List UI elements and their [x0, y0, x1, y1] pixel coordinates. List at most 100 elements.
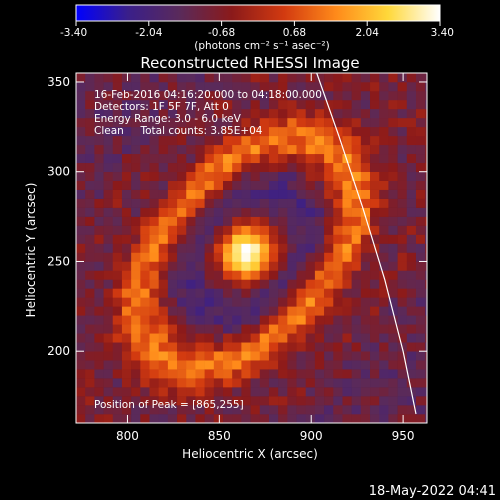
heatmap-cell [241, 171, 251, 181]
heatmap-cell [195, 378, 205, 388]
heatmap-cell [85, 414, 95, 423]
heatmap-cell [140, 144, 150, 155]
heatmap-cell [259, 252, 270, 262]
heatmap-cell [223, 180, 233, 190]
x-tick-label: 800 [116, 429, 139, 443]
heatmap-cell [186, 342, 196, 352]
heatmap-cell [167, 360, 178, 370]
heatmap-cell [259, 315, 270, 325]
heatmap-cell [131, 153, 141, 164]
heatmap-cell [140, 306, 150, 316]
heatmap-cell [250, 162, 261, 173]
heatmap-cell [296, 99, 307, 110]
heatmap-cell [406, 405, 417, 415]
heatmap-cell [259, 279, 270, 289]
heatmap-cell [177, 225, 187, 235]
heatmap-cell [333, 189, 343, 199]
heatmap-cell [204, 414, 215, 423]
heatmap-cell [342, 225, 352, 235]
heatmap-cell [333, 153, 343, 164]
heatmap-cell [149, 171, 159, 181]
heatmap-cell [287, 126, 297, 137]
heatmap-cell [333, 135, 343, 146]
heatmap-cell [76, 126, 86, 137]
heatmap-cell [360, 234, 371, 244]
heatmap-cell [287, 108, 297, 119]
heatmap-cell [259, 396, 270, 406]
heatmap-cell [351, 396, 362, 406]
heatmap-cell [131, 216, 141, 226]
heatmap-cell [177, 162, 187, 173]
heatmap-cell [223, 279, 233, 289]
heatmap-cell [397, 117, 408, 128]
heatmap-cell [388, 279, 398, 289]
heatmap-cell [85, 297, 95, 307]
heatmap-cell [324, 261, 334, 271]
heatmap-cell [268, 252, 279, 262]
heatmap-cell [94, 90, 104, 101]
heatmap-cell [232, 369, 242, 379]
heatmap-cell [121, 117, 132, 128]
heatmap-cell [195, 297, 205, 307]
heatmap-cell [131, 279, 141, 289]
heatmap-cell [223, 315, 233, 325]
heatmap-cell [103, 198, 114, 208]
heatmap-cell [296, 73, 307, 83]
heatmap-cell [177, 99, 187, 110]
heatmap-cell [158, 369, 169, 379]
heatmap-cell [324, 171, 334, 181]
heatmap-cell [415, 144, 426, 155]
heatmap-cell [158, 126, 169, 137]
heatmap-cell [85, 144, 95, 155]
heatmap-cell [158, 198, 169, 208]
heatmap-cell [140, 180, 150, 190]
heatmap-cell [232, 405, 242, 415]
heatmap-cell [397, 162, 408, 173]
heatmap-cell [397, 324, 408, 334]
heatmap-cell [232, 189, 242, 199]
heatmap-cell [333, 279, 343, 289]
heatmap-cell [278, 324, 288, 334]
heatmap-cell [397, 414, 408, 423]
heatmap-cell [342, 117, 352, 128]
heatmap-cell [342, 189, 352, 199]
heatmap-cell [342, 73, 352, 83]
heatmap-cell [195, 144, 205, 155]
heatmap-cell [177, 387, 187, 397]
heatmap-cell [333, 270, 343, 280]
heatmap-cell [268, 73, 279, 83]
heatmap-cell [85, 252, 95, 262]
heatmap-cell [158, 171, 169, 181]
heatmap-cell [296, 216, 307, 226]
heatmap-cell [85, 369, 95, 379]
heatmap-cell [314, 288, 325, 298]
heatmap-cell [397, 216, 408, 226]
heatmap-cell [195, 342, 205, 352]
heatmap-cell [379, 243, 389, 253]
heatmap-cell [342, 270, 352, 280]
heatmap-cell [149, 153, 159, 164]
heatmap-cell [131, 90, 141, 101]
heatmap-cell [112, 369, 123, 379]
heatmap-cell [158, 225, 169, 235]
heatmap-cell [360, 81, 371, 92]
heatmap-cell [158, 189, 169, 199]
heatmap-cell [204, 81, 215, 92]
heatmap-cell [370, 117, 380, 128]
heatmap-cell [397, 351, 408, 361]
heatmap-cell [213, 171, 224, 181]
heatmap-cell [379, 261, 389, 271]
heatmap-cell [250, 369, 261, 379]
heatmap-cell [287, 171, 297, 181]
heatmap-cell [149, 108, 159, 119]
heatmap-cell [388, 216, 398, 226]
heatmap-cell [204, 99, 215, 110]
heatmap-cell [223, 297, 233, 307]
colorbar-tick-label: 2.04 [356, 27, 380, 39]
heatmap-cell [259, 234, 270, 244]
heatmap-cell [351, 144, 362, 155]
heatmap-cell [195, 207, 205, 217]
heatmap-cell [121, 315, 132, 325]
heatmap-cell [296, 180, 307, 190]
